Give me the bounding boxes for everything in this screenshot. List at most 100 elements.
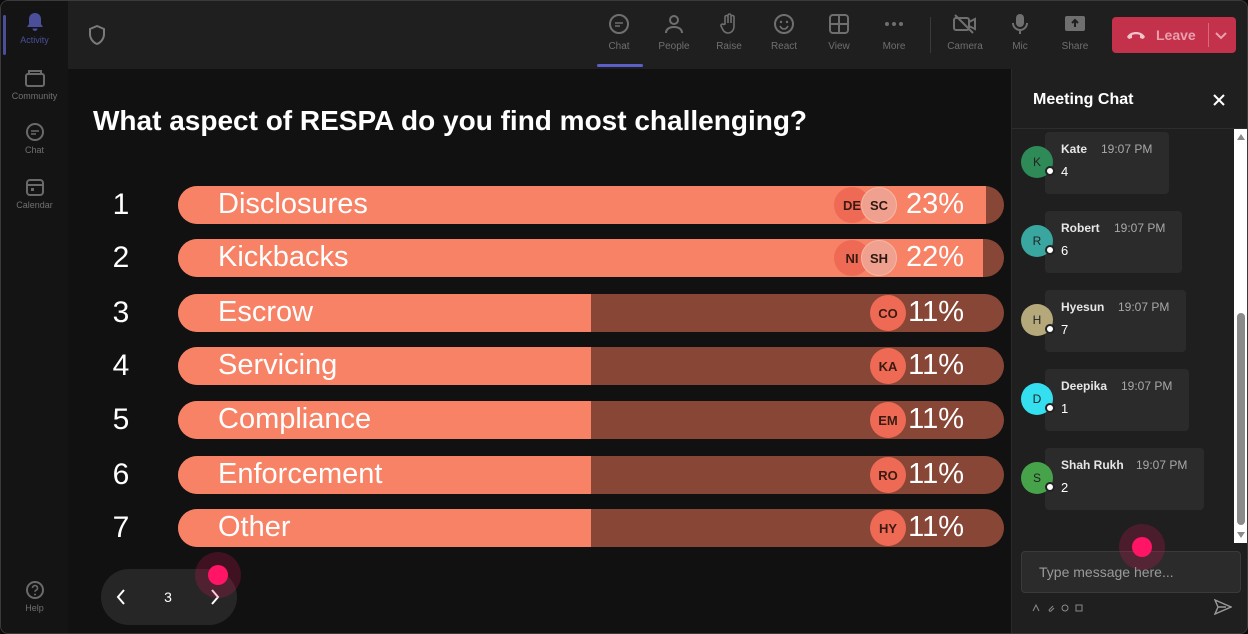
- toolbar-label: Raise: [716, 41, 742, 52]
- message-time: 19:07 PM: [1101, 142, 1153, 156]
- option-label: Disclosures: [218, 188, 368, 220]
- avatar[interactable]: K: [1021, 146, 1055, 178]
- message-time: 19:07 PM: [1121, 379, 1173, 393]
- message-bubble[interactable]: Robert 19:07 PM 6: [1045, 211, 1182, 273]
- option-bar[interactable]: Kickbacks 22% NI SH: [178, 239, 1004, 277]
- option-label: Servicing: [218, 349, 338, 381]
- toolbar-view-button[interactable]: View: [813, 11, 865, 63]
- close-icon[interactable]: [1208, 89, 1230, 111]
- option-bar[interactable]: Escrow 11% CO: [178, 294, 1004, 332]
- avatar[interactable]: D: [1021, 383, 1055, 415]
- scroll-thumb[interactable]: [1237, 313, 1245, 525]
- option-bar[interactable]: Enforcement 11% RO: [178, 456, 1004, 494]
- avatar[interactable]: H: [1021, 304, 1055, 336]
- camera-off-icon: [952, 11, 978, 37]
- option-label: Enforcement: [218, 458, 383, 490]
- voter-avatar: RO: [870, 457, 906, 493]
- message-time: 19:07 PM: [1114, 221, 1166, 235]
- send-icon[interactable]: [1213, 598, 1234, 617]
- toolbar-react-button[interactable]: React: [758, 11, 810, 63]
- poll-option-row: 4 Servicing 11% KA: [68, 347, 1011, 385]
- mic-icon: [1007, 11, 1033, 37]
- emoji-icon[interactable]: [1060, 603, 1070, 613]
- avatar-initial: S: [1032, 471, 1041, 485]
- presence-status-icon: [1045, 482, 1055, 492]
- option-bar[interactable]: Compliance 11% EM: [178, 401, 1004, 439]
- option-number: 2: [112, 241, 130, 274]
- cursor-highlight: [1119, 524, 1165, 570]
- attach-icon[interactable]: [1046, 603, 1056, 613]
- previous-page-button[interactable]: [101, 569, 141, 625]
- toolbar-people-button[interactable]: People: [648, 11, 700, 63]
- option-bar-fill: [178, 294, 591, 332]
- option-number: 3: [112, 296, 130, 329]
- voter-avatar: EM: [870, 402, 906, 438]
- presence-status-icon: [1045, 245, 1055, 255]
- chat-message: Kate 19:07 PM 4 K: [1012, 132, 1234, 196]
- sender-name: Deepika: [1061, 379, 1108, 393]
- message-bubble[interactable]: Deepika 19:07 PM 1: [1045, 369, 1189, 431]
- rail-item-community[interactable]: Community: [1, 67, 68, 119]
- toolbar-label: React: [770, 41, 798, 52]
- poll-option-row: 6 Enforcement 11% RO: [68, 456, 1011, 494]
- toolbar-chat-button[interactable]: Chat: [593, 11, 645, 67]
- rail-item-chat[interactable]: Chat: [1, 121, 68, 173]
- chat-divider: [1012, 128, 1247, 129]
- option-label: Escrow: [218, 296, 314, 328]
- option-bar-fill: [178, 509, 591, 547]
- toolbar-label: More: [882, 41, 906, 52]
- voter-avatar: KA: [870, 348, 906, 384]
- shield-icon[interactable]: [88, 24, 106, 46]
- chat-scrollbar[interactable]: [1234, 129, 1247, 543]
- avatar[interactable]: S: [1021, 462, 1055, 494]
- option-number: 5: [112, 403, 130, 436]
- option-number: 6: [112, 458, 130, 491]
- rail-item-label: Calendar: [16, 200, 53, 210]
- toolbar-label: Share: [1061, 41, 1089, 52]
- bell-icon: [24, 11, 46, 33]
- format-icon[interactable]: [1031, 603, 1041, 613]
- toolbar-label: Mic: [1012, 41, 1028, 52]
- message-bubble[interactable]: Kate 19:07 PM 4: [1045, 132, 1169, 194]
- view-icon: [826, 11, 852, 37]
- voter-avatar: CO: [870, 295, 906, 331]
- option-bar[interactable]: Other 11% HY: [178, 509, 1004, 547]
- gif-icon[interactable]: [1074, 603, 1084, 613]
- toolbar-more-button[interactable]: More: [868, 11, 920, 63]
- toolbar-label: Chat: [608, 41, 630, 52]
- voter-avatar: HY: [870, 510, 906, 546]
- scroll-up-icon[interactable]: [1237, 134, 1245, 140]
- option-number: 1: [112, 188, 130, 221]
- message-bubble[interactable]: Shah Rukh 19:07 PM 2: [1045, 448, 1204, 510]
- toolbar-share-button[interactable]: Share: [1049, 11, 1101, 63]
- leave-button[interactable]: Leave: [1112, 17, 1236, 53]
- option-percent: 11%: [908, 403, 964, 435]
- more-icon: [881, 11, 907, 37]
- page-number: 3: [164, 589, 172, 605]
- avatar-initial: R: [1032, 234, 1042, 248]
- option-bar[interactable]: Servicing 11% KA: [178, 347, 1004, 385]
- message-text: 7: [1061, 322, 1069, 337]
- option-bar-fill: [178, 347, 591, 385]
- rail-item-calendar[interactable]: Calendar: [1, 176, 68, 228]
- chevron-down-icon[interactable]: [1213, 27, 1229, 43]
- toolbar-mic-button[interactable]: Mic: [994, 11, 1046, 63]
- scroll-down-icon[interactable]: [1237, 532, 1245, 538]
- sender-name: Hyesun: [1061, 300, 1105, 314]
- avatar[interactable]: R: [1021, 225, 1055, 257]
- option-bar[interactable]: Disclosures 23% DE SC: [178, 186, 1004, 224]
- calendar-icon: [24, 176, 46, 198]
- option-percent: 11%: [908, 458, 964, 490]
- rail-item-help[interactable]: Help: [1, 579, 68, 631]
- avatar-initial: K: [1032, 155, 1041, 169]
- chat-title: Meeting Chat: [1033, 91, 1134, 108]
- poll-option-row: 2 Kickbacks 22% NI SH: [68, 239, 1011, 277]
- rail-item-activity[interactable]: Activity: [1, 11, 68, 63]
- toolbar-raise-button[interactable]: Raise: [703, 11, 755, 63]
- message-bubble[interactable]: Hyesun 19:07 PM 7: [1045, 290, 1186, 352]
- toolbar-label: Camera: [947, 41, 983, 52]
- toolbar-camera-button[interactable]: Camera: [939, 11, 991, 63]
- message-text: 6: [1061, 243, 1069, 258]
- meeting-toolbar: Chat People Raise React View: [68, 1, 1247, 69]
